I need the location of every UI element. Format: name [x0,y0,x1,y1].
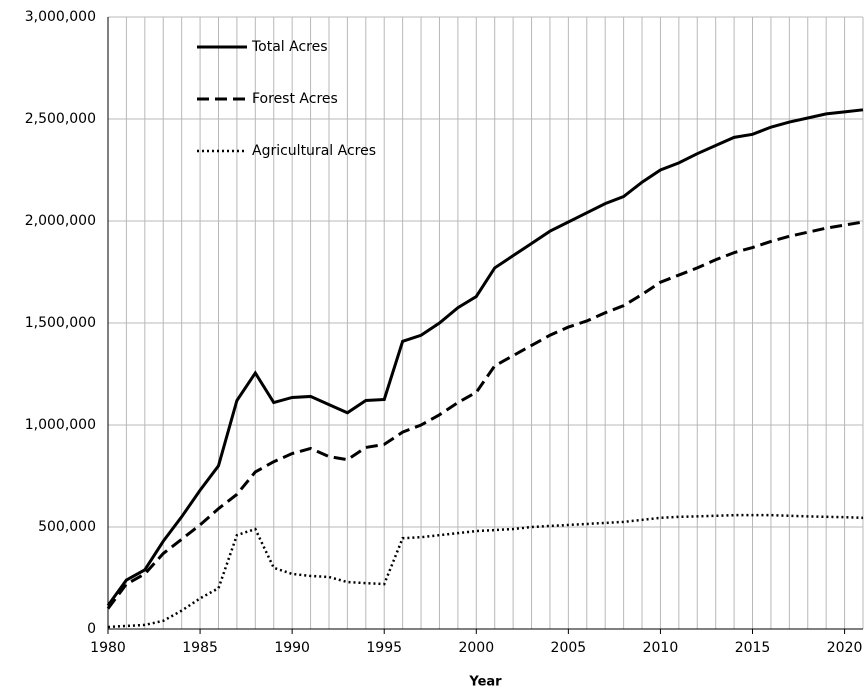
y-tick-label: 2,000,000 [25,213,96,229]
y-tick-label: 2,500,000 [25,111,96,127]
x-tick-label: 1980 [90,640,126,656]
x-tick-label: 1985 [182,640,218,656]
x-tick-label: 2010 [643,640,679,656]
series-line [106,220,864,610]
series-line [106,108,864,607]
series-line [107,513,864,629]
x-axis-label: Year [468,675,502,688]
x-tick-label: 2015 [735,640,771,656]
y-tick-label: 0 [87,621,96,637]
x-tick-label: 1995 [366,640,402,656]
y-tick-label: 3,000,000 [25,9,96,25]
y-tick-label: 1,000,000 [25,417,96,433]
y-tick-label: 1,500,000 [25,315,96,331]
legend-label: Forest Acres [252,91,338,107]
legend-label: Total Acres [251,39,328,55]
legend-label: Agricultural Acres [252,143,376,159]
x-tick-label: 2020 [827,640,863,656]
x-tick-label: 2005 [551,640,587,656]
x-tick-label: 1990 [274,640,310,656]
y-tick-label: 500,000 [38,519,96,535]
x-tick-label: 2000 [458,640,494,656]
